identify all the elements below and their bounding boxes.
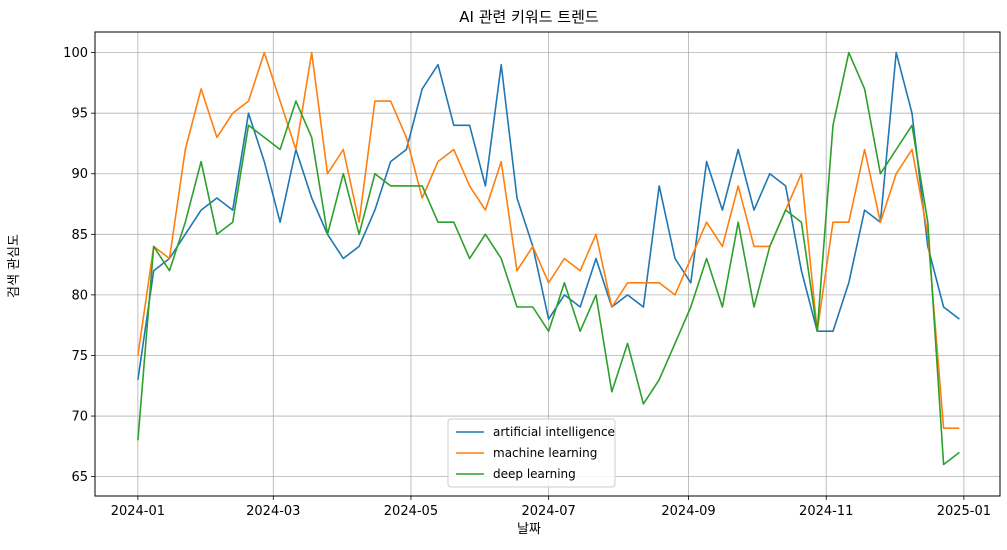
x-tick-label: 2024-07 [521,504,575,519]
y-tick-label: 100 [63,46,88,61]
series-line-deep-learning [137,51,960,466]
legend-label: artificial intelligence [493,425,615,439]
legend-label: deep learning [493,467,576,481]
x-tick-label: 2024-11 [799,504,853,519]
y-tick-label: 85 [71,228,88,243]
legend: artificial intelligence machine learning d… [447,418,616,488]
series-line-machine-learning [137,51,960,430]
y-tick-label: 80 [71,288,88,303]
plot-frame [94,31,1001,497]
x-tick-label: 2025-01 [937,504,991,519]
y-tick-label: 70 [71,410,88,425]
y-tick-label: 90 [71,167,88,182]
x-tick-label: 2024-03 [246,504,300,519]
x-tick-label: 2024-01 [111,504,165,519]
y-axis-label: 검색 관심도 [7,234,22,298]
legend-label: machine learning [493,446,597,460]
chart-title: AI 관련 키워드 트렌드 [459,8,599,26]
legend-box [447,418,616,488]
series-lines [137,51,960,466]
series-line-artificial-intelligence [137,51,960,380]
y-tick-label: 75 [71,349,88,364]
y-tick-label: 95 [71,107,88,122]
y-tick-label: 65 [71,470,88,485]
x-tick-label: 2024-05 [384,504,438,519]
x-axis-label: 날짜 [517,522,541,537]
x-tick-label: 2024-09 [661,504,715,519]
axis-ticks: 2024-01 2024-03 2024-05 2024-07 2024-09 2024-… [63,46,991,519]
